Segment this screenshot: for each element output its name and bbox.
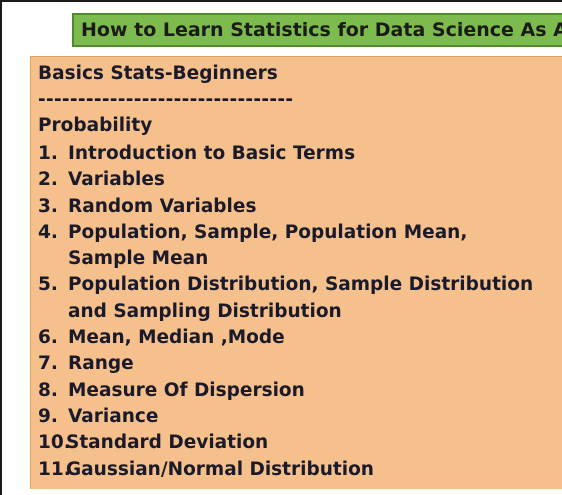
list-item-number: 3. xyxy=(38,195,58,217)
list-item: 2. Variables xyxy=(38,167,533,193)
list-item-text: Population, Sample, Population Mean, Samp… xyxy=(68,220,467,273)
page-title: How to Learn Statistics for Data Science… xyxy=(81,19,562,41)
list-item-text: Mean, Median ,Mode xyxy=(68,327,285,349)
list-item: 3. Random Variables xyxy=(38,194,533,220)
list-item: 1. Introduction to Basic Terms xyxy=(38,141,533,167)
list-item-text: Variables xyxy=(68,169,165,191)
list-item: 9. Variance xyxy=(38,404,533,430)
list-item-number: 9. xyxy=(38,405,58,427)
list-item-text-line1: Population, Sample, Population Mean, xyxy=(68,221,468,243)
list-item-text: Range xyxy=(68,353,134,375)
title-banner: How to Learn Statistics for Data Science… xyxy=(72,13,562,47)
section-heading: Basics Stats-Beginners xyxy=(38,63,278,84)
list-item-text: Measure Of Dispersion xyxy=(68,379,305,401)
list-item-text-line2: and Sampling Distribution xyxy=(68,300,342,322)
list-item-number: 1. xyxy=(38,143,58,164)
list-item-number: 5. xyxy=(38,274,58,296)
list-item: 4. Population, Sample, Population Mean, Sa… xyxy=(38,220,533,273)
dashed-divider: -------------------------------- xyxy=(38,89,294,110)
list-item-text-line2: Sample Mean xyxy=(68,248,209,270)
list-item-number: 11. xyxy=(38,458,71,480)
list-item-number: 2. xyxy=(38,169,58,191)
list-item: 6. Mean, Median ,Mode xyxy=(38,325,533,351)
list-item-text: Gaussian/Normal Distribution xyxy=(66,458,374,480)
list-item-number: 10. xyxy=(38,432,71,454)
list-item-number: 4. xyxy=(38,221,58,243)
list-item: 11.Gaussian/Normal Distribution xyxy=(38,457,533,483)
list-item: 5. Population Distribution, Sample Distri… xyxy=(38,272,533,325)
list-item-text: Population Distribution, Sample Distribu… xyxy=(68,272,533,325)
list-item-text: Variance xyxy=(68,405,159,427)
list-item-number: 7. xyxy=(38,353,58,375)
list-item-text: Introduction to Basic Terms xyxy=(68,143,356,164)
list-item-text: Random Variables xyxy=(68,195,257,217)
list-item: 7. Range xyxy=(38,351,533,377)
list-item-text-line1: Population Distribution, Sample Distribu… xyxy=(68,274,534,296)
list-item-number: 8. xyxy=(38,379,58,401)
content-box: Basics Stats-Beginners -----------------… xyxy=(30,56,562,489)
list-item: 8. Measure Of Dispersion xyxy=(38,378,533,404)
list-item: 10.Standard Deviation xyxy=(38,430,533,456)
list-item-number: 6. xyxy=(38,327,58,349)
list-item-text: Standard Deviation xyxy=(66,432,269,454)
subsection-heading: Probability xyxy=(38,115,153,136)
topic-list: 1. Introduction to Basic Terms 2. Variable… xyxy=(38,141,533,483)
